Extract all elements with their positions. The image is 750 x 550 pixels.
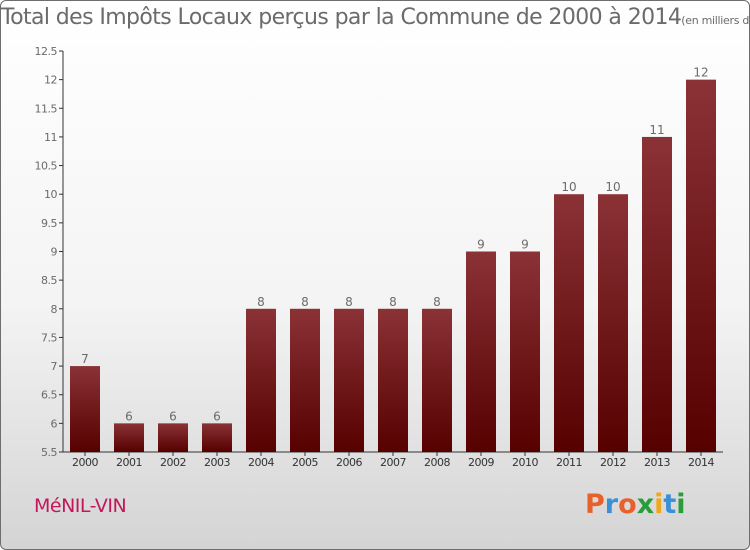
x-tick-label: 2007 bbox=[380, 456, 406, 469]
logo-letter: x bbox=[636, 489, 655, 520]
y-tick-label: 9 bbox=[51, 246, 58, 259]
y-tick-label: 10.5 bbox=[35, 160, 58, 173]
bar bbox=[686, 79, 716, 453]
bar-value-label: 8 bbox=[389, 295, 397, 309]
bar-value-label: 6 bbox=[125, 409, 133, 423]
x-tick-label: 2001 bbox=[116, 456, 142, 469]
bar-value-label: 8 bbox=[345, 295, 353, 309]
logo-letter: t bbox=[663, 489, 677, 520]
bar bbox=[554, 194, 584, 452]
axis-layer: 5.5 6 6.5 7 7.5 8 8.5 9 9.5 10 10.5 11 11.5 12 12.5 200… bbox=[35, 45, 723, 469]
title-line: Total des Impôts Locaux perçus par la Co… bbox=[1, 5, 750, 30]
y-tick-label: 7 bbox=[51, 360, 58, 373]
y-tick-label: 5.5 bbox=[41, 446, 57, 459]
commune-name: MéNIL-VIN bbox=[34, 495, 127, 517]
bar bbox=[70, 366, 100, 452]
y-tick-label: 6 bbox=[51, 417, 58, 430]
x-tick-label: 2002 bbox=[160, 456, 186, 469]
bar-value-label: 9 bbox=[521, 238, 529, 252]
y-tick-label: 12 bbox=[44, 74, 57, 87]
chart-unit: (en milliers d'€) bbox=[681, 14, 750, 27]
bar-value-label: 10 bbox=[561, 180, 576, 194]
bar bbox=[290, 308, 320, 452]
proxiti-logo: Proxiti bbox=[585, 489, 686, 520]
bar-value-label: 8 bbox=[257, 295, 265, 309]
x-tick-label: 2012 bbox=[600, 456, 626, 469]
bar-value-label: 9 bbox=[477, 238, 485, 252]
logo-letter: o bbox=[618, 489, 637, 520]
y-tick-label: 8.5 bbox=[41, 274, 57, 287]
bar bbox=[598, 194, 628, 452]
bar bbox=[510, 251, 540, 452]
bar-value-label: 6 bbox=[213, 409, 221, 423]
x-tick-label: 2008 bbox=[424, 456, 450, 469]
bar bbox=[422, 308, 452, 452]
bar-layer: 7 6 6 6 8 8 8 8 8 9 9 10 10 11 12 bbox=[70, 66, 716, 453]
bar-value-label: 10 bbox=[605, 180, 620, 194]
x-tick-label: 2004 bbox=[248, 456, 274, 469]
bar-value-label: 7 bbox=[81, 352, 89, 366]
y-tick-label: 6.5 bbox=[41, 389, 57, 402]
y-tick-label: 10 bbox=[44, 188, 57, 201]
bar bbox=[466, 251, 496, 452]
bar bbox=[246, 308, 276, 452]
y-tick-label: 11.5 bbox=[35, 102, 58, 115]
logo-letter: r bbox=[604, 489, 619, 520]
bar bbox=[378, 308, 408, 452]
y-tick-label: 8 bbox=[51, 303, 58, 316]
y-tick-label: 9.5 bbox=[41, 217, 57, 230]
chart-title: Total des Impôts Locaux perçus par la Co… bbox=[1, 5, 682, 30]
y-tick-label: 12.5 bbox=[35, 45, 58, 58]
bar bbox=[158, 423, 188, 452]
x-tick-label: 2014 bbox=[688, 456, 714, 469]
bar bbox=[114, 423, 144, 452]
bar-value-label: 12 bbox=[693, 66, 708, 80]
y-tick-label: 7.5 bbox=[41, 331, 57, 344]
bar-value-label: 8 bbox=[433, 295, 441, 309]
bar bbox=[642, 136, 672, 452]
bar bbox=[334, 308, 364, 452]
bar-value-label: 11 bbox=[649, 123, 664, 137]
x-tick-label: 2013 bbox=[644, 456, 670, 469]
x-tick-label: 2006 bbox=[336, 456, 362, 469]
logo-letter: P bbox=[585, 489, 605, 520]
x-tick-label: 2005 bbox=[292, 456, 318, 469]
x-tick-label: 2010 bbox=[512, 456, 538, 469]
logo-letter: i bbox=[676, 489, 686, 520]
x-tick-label: 2011 bbox=[556, 456, 582, 469]
logo-letter: i bbox=[654, 489, 664, 520]
bar-value-label: 6 bbox=[169, 409, 177, 423]
x-tick-label: 2003 bbox=[204, 456, 230, 469]
x-tick-label: 2009 bbox=[468, 456, 494, 469]
y-tick-label: 11 bbox=[44, 131, 57, 144]
x-tick-label: 2000 bbox=[72, 456, 98, 469]
bar bbox=[202, 423, 232, 452]
bar-value-label: 8 bbox=[301, 295, 309, 309]
